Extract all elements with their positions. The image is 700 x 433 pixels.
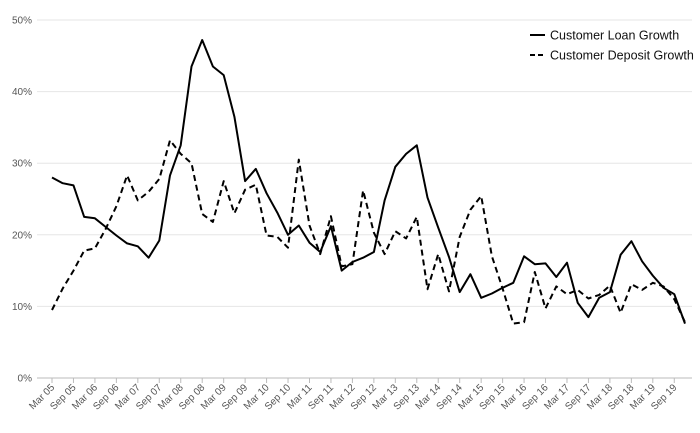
y-tick-label: 40% xyxy=(12,87,32,98)
y-tick-label: 50% xyxy=(12,16,32,27)
y-tick-label: 0% xyxy=(18,374,33,385)
legend: Customer Loan Growth Customer Deposit Gr… xyxy=(530,29,694,63)
y-tick-label: 10% xyxy=(12,302,32,313)
y-tick-label: 20% xyxy=(12,230,32,241)
gridlines xyxy=(37,19,692,307)
y-tick-label: 30% xyxy=(12,159,32,170)
y-axis-tick-labels: 0% 10% 20% 30% 40% 50% xyxy=(12,16,32,385)
series-line-loan-growth xyxy=(51,39,686,324)
legend-label-loan: Customer Loan Growth xyxy=(550,29,679,43)
series-lines xyxy=(51,39,686,325)
legend-label-deposit: Customer Deposit Growth xyxy=(550,49,694,63)
x-axis xyxy=(37,377,692,383)
series-line-deposit-growth xyxy=(51,139,686,325)
